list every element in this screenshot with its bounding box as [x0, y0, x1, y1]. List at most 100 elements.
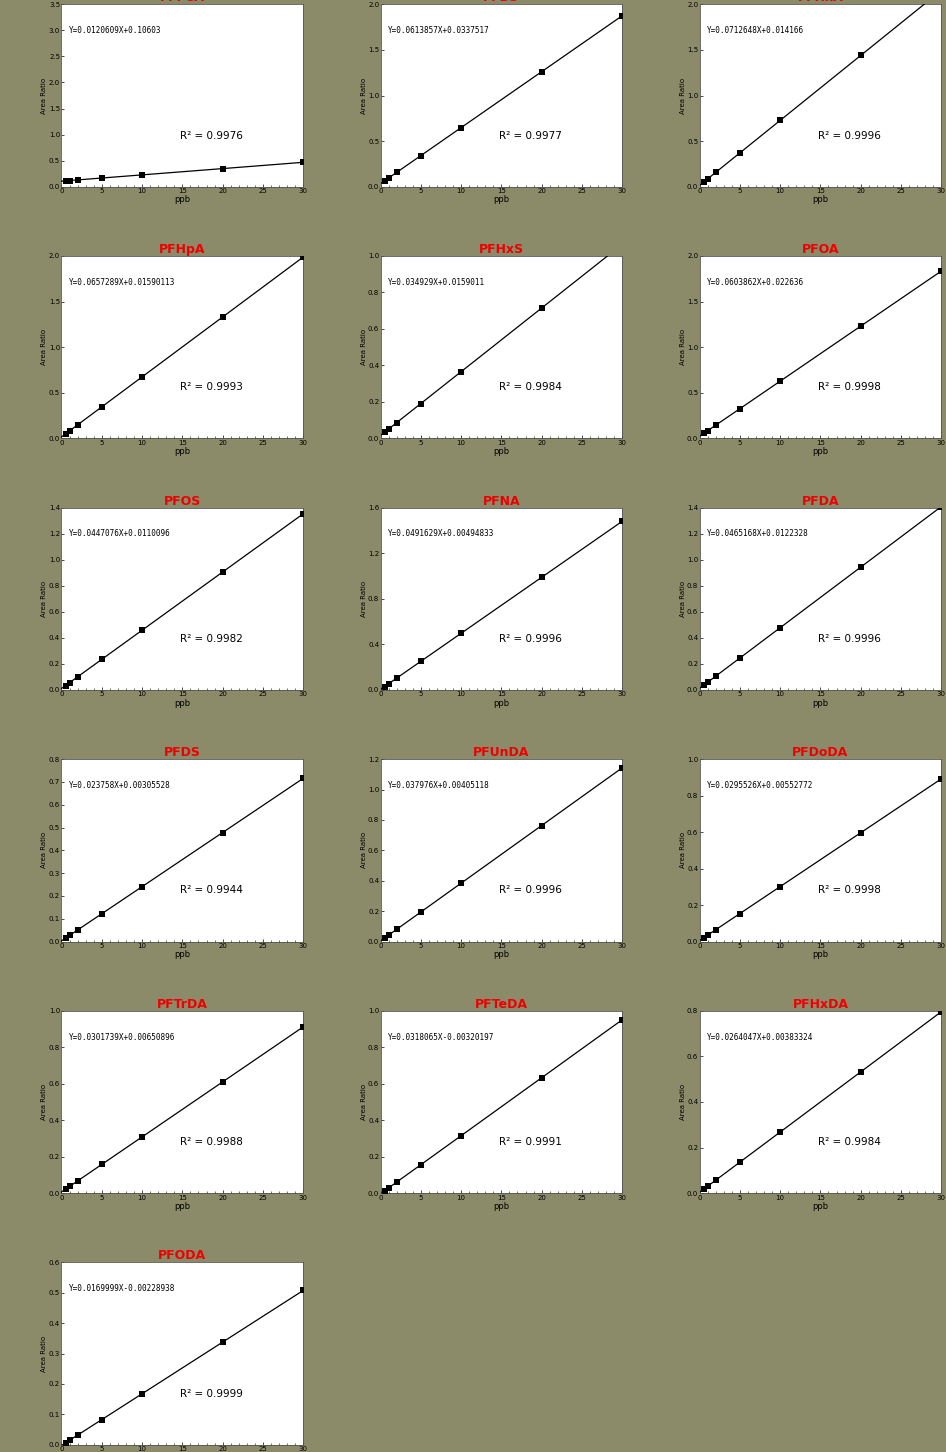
- Point: [295, 767, 310, 790]
- Point: [453, 360, 468, 383]
- Point: [615, 756, 630, 780]
- Point: [58, 170, 73, 193]
- Title: PFHxA: PFHxA: [797, 0, 843, 4]
- Point: [700, 923, 715, 947]
- Point: [853, 315, 868, 338]
- Point: [295, 1015, 310, 1038]
- Text: Y=0.037976X+0.00405118: Y=0.037976X+0.00405118: [388, 781, 489, 790]
- Text: R² = 0.9999: R² = 0.9999: [180, 1388, 243, 1398]
- Point: [934, 767, 946, 790]
- Point: [134, 1382, 149, 1406]
- Point: [700, 167, 715, 190]
- Point: [134, 1125, 149, 1149]
- Title: PFHxS: PFHxS: [479, 242, 524, 256]
- Point: [413, 900, 429, 923]
- X-axis label: ppb: ppb: [813, 447, 829, 456]
- Point: [534, 60, 550, 83]
- Title: PFTrDA: PFTrDA: [157, 998, 208, 1011]
- Point: [853, 1060, 868, 1083]
- Point: [295, 151, 310, 174]
- Point: [934, 495, 946, 518]
- Point: [853, 44, 868, 67]
- Point: [58, 674, 73, 697]
- Y-axis label: Area Ratio: Area Ratio: [42, 1083, 47, 1119]
- Point: [615, 232, 630, 256]
- Title: PFDA: PFDA: [801, 495, 839, 508]
- X-axis label: ppb: ppb: [174, 447, 190, 456]
- Point: [215, 1070, 230, 1093]
- Point: [70, 665, 85, 688]
- Text: Y=0.0603862X+0.022636: Y=0.0603862X+0.022636: [707, 277, 804, 287]
- Point: [773, 876, 788, 899]
- Point: [295, 1279, 310, 1302]
- Text: Y=0.0295526X+0.00552772: Y=0.0295526X+0.00552772: [707, 781, 814, 790]
- Point: [389, 666, 404, 690]
- Point: [732, 141, 747, 164]
- Text: Y=0.0657289X+0.01590113: Y=0.0657289X+0.01590113: [69, 277, 175, 287]
- Text: R² = 0.9944: R² = 0.9944: [180, 886, 243, 896]
- Text: Y=0.0613857X+0.0337517: Y=0.0613857X+0.0337517: [388, 26, 489, 35]
- Text: Y=0.0318065X-0.00320197: Y=0.0318065X-0.00320197: [388, 1032, 494, 1041]
- Point: [295, 245, 310, 269]
- Point: [95, 395, 110, 418]
- Point: [934, 0, 946, 1]
- Title: PFDoDA: PFDoDA: [793, 746, 849, 759]
- Point: [70, 414, 85, 437]
- Point: [773, 1121, 788, 1144]
- Title: PFNA: PFNA: [482, 495, 520, 508]
- Title: PFODA: PFODA: [158, 1249, 206, 1262]
- Point: [615, 510, 630, 533]
- Point: [534, 296, 550, 319]
- X-axis label: ppb: ppb: [493, 447, 510, 456]
- Point: [134, 163, 149, 186]
- Point: [732, 902, 747, 925]
- Text: Y=0.0712648X+0.014166: Y=0.0712648X+0.014166: [707, 26, 804, 35]
- Text: Y=0.0465168X+0.0122328: Y=0.0465168X+0.0122328: [707, 530, 809, 539]
- Text: R² = 0.9984: R² = 0.9984: [499, 382, 562, 392]
- Point: [773, 616, 788, 639]
- Point: [58, 1432, 73, 1452]
- Title: PFPeA: PFPeA: [160, 0, 204, 4]
- Text: Y=0.0301739X+0.00650896: Y=0.0301739X+0.00650896: [69, 1032, 175, 1041]
- Point: [134, 619, 149, 642]
- Y-axis label: Area Ratio: Area Ratio: [42, 581, 47, 617]
- Point: [389, 918, 404, 941]
- Title: PFHxDA: PFHxDA: [793, 998, 849, 1011]
- Point: [95, 1153, 110, 1176]
- Y-axis label: Area Ratio: Area Ratio: [679, 330, 686, 366]
- Point: [853, 822, 868, 845]
- Point: [70, 168, 85, 192]
- Point: [413, 1153, 429, 1176]
- Y-axis label: Area Ratio: Area Ratio: [42, 330, 47, 366]
- Text: Y=0.023758X+0.00305528: Y=0.023758X+0.00305528: [69, 781, 170, 790]
- Point: [377, 1179, 393, 1202]
- Text: R² = 0.9982: R² = 0.9982: [180, 635, 243, 643]
- Point: [95, 1408, 110, 1432]
- Text: R² = 0.9998: R² = 0.9998: [818, 886, 881, 896]
- Y-axis label: Area Ratio: Area Ratio: [679, 77, 686, 113]
- Point: [377, 675, 393, 698]
- Text: Y=0.0447076X+0.0110096: Y=0.0447076X+0.0110096: [69, 530, 170, 539]
- Y-axis label: Area Ratio: Area Ratio: [679, 1083, 686, 1119]
- Title: PFOS: PFOS: [164, 495, 201, 508]
- X-axis label: ppb: ppb: [174, 950, 190, 960]
- Point: [732, 1150, 747, 1173]
- Text: R² = 0.9993: R² = 0.9993: [180, 382, 243, 392]
- X-axis label: ppb: ppb: [493, 1202, 510, 1211]
- Point: [295, 502, 310, 526]
- Y-axis label: Area Ratio: Area Ratio: [679, 581, 686, 617]
- Text: Y=0.034929X+0.0159011: Y=0.034929X+0.0159011: [388, 277, 485, 287]
- X-axis label: ppb: ppb: [493, 196, 510, 205]
- Point: [773, 370, 788, 393]
- Point: [453, 621, 468, 645]
- Point: [377, 421, 393, 444]
- Point: [377, 170, 393, 193]
- Point: [934, 1000, 946, 1024]
- Y-axis label: Area Ratio: Area Ratio: [42, 77, 47, 113]
- Point: [95, 648, 110, 671]
- Y-axis label: Area Ratio: Area Ratio: [42, 832, 47, 868]
- Point: [215, 820, 230, 844]
- Point: [696, 170, 711, 193]
- X-axis label: ppb: ppb: [174, 698, 190, 707]
- X-axis label: ppb: ppb: [493, 950, 510, 960]
